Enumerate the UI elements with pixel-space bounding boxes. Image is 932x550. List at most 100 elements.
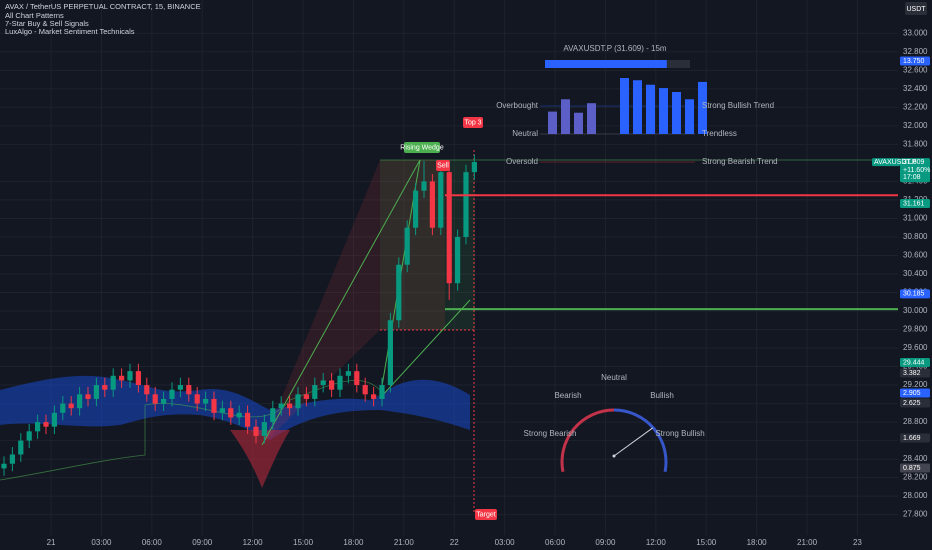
candle-body (160, 398, 167, 404)
candle-body (144, 385, 150, 395)
candle-body (337, 375, 343, 390)
price-tag (900, 357, 930, 367)
sentiment-bar (698, 81, 707, 134)
candle-body (295, 394, 301, 409)
sentiment-bar (633, 80, 642, 134)
x-tick-label: 18:00 (343, 538, 364, 547)
candle-body (9, 454, 15, 464)
sentiment-bar (620, 78, 629, 134)
x-tick-label: 06:00 (545, 538, 566, 547)
y-tick-label: 30.600 (903, 251, 928, 260)
indicator-name: 7-Star Buy & Sell Signals (5, 19, 89, 28)
pattern-label-box (436, 160, 450, 171)
candle-body (219, 408, 225, 413)
pattern-label-box (475, 509, 497, 520)
price-tag (900, 56, 930, 66)
candle-body (463, 172, 469, 237)
pattern-label: Target (476, 511, 496, 518)
pattern-label: Sell (437, 162, 449, 169)
sentiment-bar (685, 99, 694, 134)
gauge-arc (560, 408, 615, 473)
candle-body (211, 398, 217, 413)
x-tick-label: 09:00 (595, 538, 616, 547)
y-tick-label: 32.800 (903, 47, 928, 56)
candle-body (429, 181, 435, 228)
candle-body (26, 431, 32, 441)
progress-fill (545, 60, 667, 68)
y-tick-label: 27.800 (903, 510, 928, 519)
price-tag-label: 2.625 (903, 400, 921, 407)
candle-body (387, 320, 393, 386)
candle-body (471, 161, 477, 173)
gauge-arc (613, 408, 668, 473)
y-tick-label: 32.400 (903, 84, 928, 93)
candle-body (118, 375, 125, 381)
x-tick-label: 09:00 (192, 538, 213, 547)
panel-title: AVAXUSDT.P (31.609) - 15m (563, 44, 666, 53)
sentiment-bar (659, 88, 668, 134)
candle-body (85, 394, 91, 399)
sentiment-bar (587, 103, 596, 134)
price-tag-label: 13.750 (903, 58, 925, 65)
candle-body (421, 181, 427, 191)
y-tick-label: 28.000 (903, 491, 928, 500)
candle-body (236, 412, 242, 418)
indicator-name: LuxAlgo - Market Sentiment Technicals (5, 27, 135, 36)
candle-body (127, 371, 133, 381)
y-tick-label: 30.800 (903, 232, 928, 241)
pattern-label-box (463, 117, 483, 128)
candle-body (362, 385, 368, 395)
y-tick-label: 32.600 (903, 65, 928, 74)
candle-body (328, 380, 335, 390)
currency-box[interactable] (905, 2, 927, 15)
panel-label: Oversold (506, 157, 538, 166)
pattern-label: Top 3 (464, 119, 481, 126)
panel-label: Strong Bearish Trend (702, 157, 778, 166)
y-tick-label: 32.200 (903, 102, 928, 111)
candle-body (244, 412, 251, 427)
candle-body (454, 236, 461, 284)
price-tag-label: 29.444 (903, 359, 925, 366)
symbol-tag (872, 158, 900, 167)
price-tag (900, 368, 930, 378)
price-tag-label: 1.669 (903, 435, 921, 442)
sentiment-bar (561, 99, 570, 134)
price-tag (900, 199, 930, 209)
candle-body (228, 408, 234, 418)
candle-body (1, 463, 7, 469)
candle-body (110, 375, 116, 390)
candle-body (412, 190, 419, 228)
price-tag-label: 0.875 (903, 465, 921, 472)
candle-body (370, 394, 377, 399)
x-tick-label: 23 (853, 538, 862, 547)
candle-body (404, 227, 410, 265)
candle-body (43, 422, 49, 427)
candle-body (396, 264, 402, 321)
y-tick-label: 28.800 (903, 417, 928, 426)
decorations (0, 150, 898, 512)
candle-body (278, 403, 284, 409)
candle-body (169, 389, 175, 399)
overlay: 31.161 30.185 29.444 13.750 3.382 2.905 2.625 1… (400, 44, 930, 520)
y-tick-label: 32.000 (903, 121, 928, 130)
price-tag (900, 433, 930, 443)
cloud-red (230, 430, 290, 488)
price-tag (900, 289, 930, 299)
price-tag-label: 31.161 (903, 200, 925, 207)
countdown: 17:08 (903, 174, 921, 181)
sentiment-bar (548, 111, 557, 134)
y-tick-label: 28.200 (903, 473, 928, 482)
y-tick-label: 33.000 (903, 28, 928, 37)
pattern-zone (262, 160, 445, 445)
gauge-label: Bullish (650, 391, 674, 400)
candle-body (379, 385, 385, 399)
sentiment-bar (574, 112, 583, 134)
candle-body (303, 394, 309, 399)
y-tick-label: 29.200 (903, 380, 928, 389)
y-tick-label: 31.000 (903, 214, 928, 223)
gauge-hub (612, 454, 616, 458)
currency[interactable]: USDT (906, 6, 926, 13)
y-tick-label: 30.400 (903, 269, 928, 278)
